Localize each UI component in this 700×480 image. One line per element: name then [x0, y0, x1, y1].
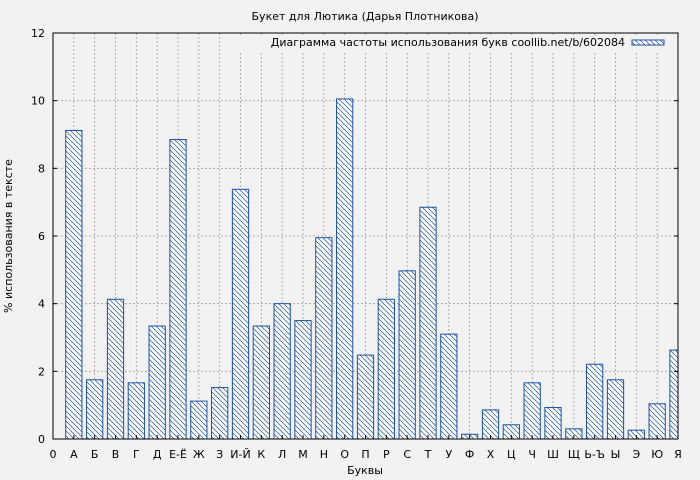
- y-tick-label: 0: [38, 433, 45, 446]
- x-tick-label: Ы: [611, 448, 621, 461]
- x-axis: 0 А Б В Г Д Е-Ё Ж З И-Й К Л М Н О П Р С Т У Ф Х Ц Ч Ш Щ Ь-Ъ Ы Э Ю Я: [50, 435, 682, 461]
- x-tick-label: Я: [674, 448, 682, 461]
- bar-26: [586, 363, 604, 440]
- bar-2: [86, 379, 104, 440]
- x-tick-label: З: [216, 448, 223, 461]
- bar-24: [544, 407, 562, 440]
- bar-4: [127, 382, 145, 440]
- x-tick-label: Р: [383, 448, 390, 461]
- y-axis-label: % использования в тексте: [2, 159, 15, 313]
- x-axis-label: Буквы: [347, 464, 383, 477]
- x-tick-label: П: [361, 448, 369, 461]
- bar-14: [336, 98, 354, 440]
- x-tick-label: К: [257, 448, 265, 461]
- x-origin-label: 0: [50, 448, 57, 461]
- x-tick-label: Ч: [528, 448, 536, 461]
- x-tick-label: Ц: [507, 448, 516, 461]
- x-tick-label: Щ: [568, 448, 580, 461]
- x-tick-label: Е-Ё: [169, 448, 187, 461]
- bar-16: [377, 298, 395, 440]
- y-axis: 0 2 4 6 8 10 12: [31, 27, 678, 446]
- y-tick-label: 8: [38, 162, 45, 175]
- chart-title: Букет для Лютика (Дарья Плотникова): [252, 10, 479, 23]
- x-tick-label: Б: [91, 448, 99, 461]
- x-tick-label: О: [340, 448, 349, 461]
- bar-5: [148, 325, 166, 440]
- x-tick-label: Ь-Ъ: [584, 448, 605, 461]
- bar-29: [648, 403, 666, 440]
- y-tick-label: 4: [38, 298, 45, 311]
- bar-21: [481, 409, 500, 440]
- bar-10: [252, 325, 270, 440]
- bar-7: [190, 400, 208, 440]
- bar-11: [273, 303, 291, 440]
- bar-12: [294, 320, 312, 440]
- x-tick-label: С: [403, 448, 411, 461]
- bar-8: [211, 387, 229, 440]
- x-tick-label: Т: [424, 448, 432, 461]
- bar-13: [315, 237, 333, 440]
- x-tick-label: Д: [153, 448, 162, 461]
- bar-15: [356, 354, 375, 440]
- bar-3: [106, 298, 125, 440]
- x-tick-label: В: [112, 448, 120, 461]
- legend-label: Диаграмма частоты использования букв coo…: [271, 36, 625, 49]
- bar-27: [606, 379, 625, 440]
- bar-6: [169, 139, 187, 440]
- bar-17: [398, 270, 416, 440]
- x-tick-label: Х: [487, 448, 495, 461]
- y-tick-label: 2: [38, 365, 45, 378]
- x-tick-label: А: [70, 448, 78, 461]
- y-tick-label: 12: [31, 27, 45, 40]
- x-tick-label: Л: [278, 448, 286, 461]
- x-tick-label: У: [445, 448, 452, 461]
- x-tick-label: Г: [133, 448, 140, 461]
- x-tick-label: М: [298, 448, 308, 461]
- x-tick-label: Ю: [651, 448, 663, 461]
- bar-23: [523, 382, 541, 440]
- y-tick-label: 10: [31, 95, 45, 108]
- legend-box: [240, 37, 672, 51]
- x-tick-label: Э: [632, 448, 640, 461]
- bar-18: [419, 206, 437, 440]
- x-tick-label: Н: [320, 448, 328, 461]
- bar-19: [440, 333, 458, 440]
- x-tick-label: И-Й: [230, 448, 250, 461]
- legend: Диаграмма частоты использования букв coo…: [240, 36, 672, 51]
- x-tick-label: Ж: [193, 448, 205, 461]
- bar-1: [65, 129, 83, 440]
- y-tick-label: 6: [38, 230, 45, 243]
- x-tick-label: Ш: [547, 448, 559, 461]
- bar-9: [231, 188, 250, 440]
- bar-30: [669, 349, 679, 440]
- legend-swatch: [631, 39, 665, 46]
- x-tick-label: Ф: [465, 448, 474, 461]
